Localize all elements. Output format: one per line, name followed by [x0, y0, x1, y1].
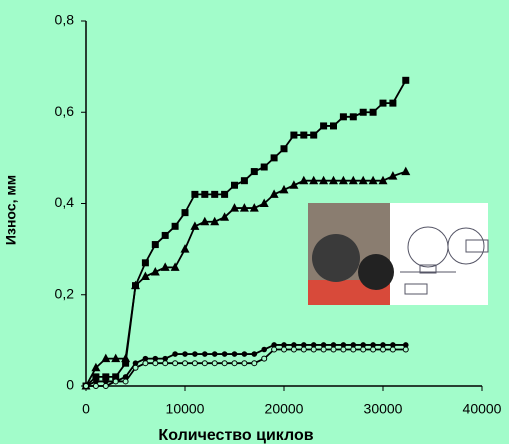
marker-square: [261, 164, 268, 171]
marker-circle-open: [123, 379, 128, 384]
x-tick-label: 0: [82, 401, 90, 417]
marker-square: [380, 100, 387, 107]
marker-circle-open: [183, 361, 188, 366]
marker-square: [389, 100, 396, 107]
marker-circle-open: [311, 347, 316, 352]
y-axis-title: Износ, мм: [3, 175, 19, 245]
marker-circle-open: [242, 361, 247, 366]
marker-circle-open: [143, 361, 148, 366]
x-tick-label: 20000: [265, 401, 304, 417]
marker-circle-open: [403, 347, 408, 352]
marker-square: [350, 113, 357, 120]
marker-square: [281, 145, 288, 152]
marker-circle-open: [351, 347, 356, 352]
marker-square: [320, 122, 327, 129]
marker-circle-open: [173, 361, 178, 366]
marker-circle-open: [103, 384, 108, 389]
marker-circle-open: [361, 347, 366, 352]
marker-circle-open: [163, 361, 168, 366]
marker-circle-open: [222, 361, 227, 366]
x-tick-label: 40000: [463, 401, 502, 417]
marker-circle-open: [93, 384, 98, 389]
marker-square: [310, 132, 317, 139]
y-tick-label: 0,6: [55, 103, 75, 119]
marker-circle: [202, 351, 208, 357]
marker-square: [300, 132, 307, 139]
marker-circle-open: [381, 347, 386, 352]
marker-circle-open: [133, 365, 138, 370]
marker-square: [290, 132, 297, 139]
marker-square: [360, 109, 367, 116]
marker-circle: [192, 351, 198, 357]
marker-square: [231, 182, 238, 189]
marker-circle-open: [321, 347, 326, 352]
marker-circle-open: [202, 361, 207, 366]
x-axis-title: Количество циклов: [158, 427, 313, 444]
marker-circle-open: [301, 347, 306, 352]
x-tick-label: 10000: [166, 401, 205, 417]
marker-circle-open: [192, 361, 197, 366]
marker-circle-open: [84, 384, 89, 389]
marker-circle-open: [291, 347, 296, 352]
y-tick-label: 0,8: [55, 12, 75, 28]
marker-circle-open: [371, 347, 376, 352]
marker-square: [241, 177, 248, 184]
marker-circle: [172, 351, 178, 357]
marker-square: [330, 122, 337, 129]
marker-circle-open: [232, 361, 237, 366]
marker-square: [201, 191, 208, 198]
marker-circle-open: [153, 361, 158, 366]
marker-circle-open: [262, 356, 267, 361]
marker-circle-open: [331, 347, 336, 352]
y-tick-label: 0: [66, 377, 74, 393]
marker-square: [271, 154, 278, 161]
marker-circle: [232, 351, 238, 357]
inset-image: [308, 203, 488, 305]
y-tick-label: 0,4: [55, 194, 75, 210]
y-tick-label: 0,2: [55, 285, 75, 301]
marker-square: [370, 109, 377, 116]
marker-square: [211, 191, 218, 198]
marker-circle-open: [252, 361, 257, 366]
marker-circle: [261, 347, 267, 353]
marker-square: [221, 191, 228, 198]
marker-circle: [252, 351, 258, 357]
chart: Количество циклов Износ, мм 0 0,2 0,4 0,6 0,…: [0, 0, 509, 444]
marker-circle: [222, 351, 228, 357]
marker-square: [402, 77, 409, 84]
marker-square: [162, 232, 169, 239]
marker-circle-open: [390, 347, 395, 352]
marker-circle: [242, 351, 248, 357]
marker-circle-open: [272, 347, 277, 352]
inset-photo-wheel: [312, 234, 360, 282]
marker-circle: [182, 351, 188, 357]
marker-square: [152, 241, 159, 248]
marker-square: [191, 191, 198, 198]
marker-circle-open: [212, 361, 217, 366]
x-tick-label: 30000: [364, 401, 403, 417]
marker-circle: [212, 351, 218, 357]
marker-square: [251, 168, 258, 175]
marker-square: [142, 259, 149, 266]
marker-circle-open: [341, 347, 346, 352]
marker-circle-open: [282, 347, 287, 352]
marker-square: [340, 113, 347, 120]
marker-circle-open: [113, 379, 118, 384]
marker-square: [172, 223, 179, 230]
inset-photo-wheel: [358, 254, 394, 290]
marker-square: [182, 209, 189, 216]
